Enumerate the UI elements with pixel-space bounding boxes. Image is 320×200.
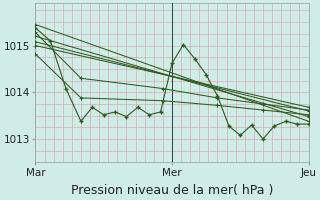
X-axis label: Pression niveau de la mer( hPa ): Pression niveau de la mer( hPa ) [71, 184, 273, 197]
